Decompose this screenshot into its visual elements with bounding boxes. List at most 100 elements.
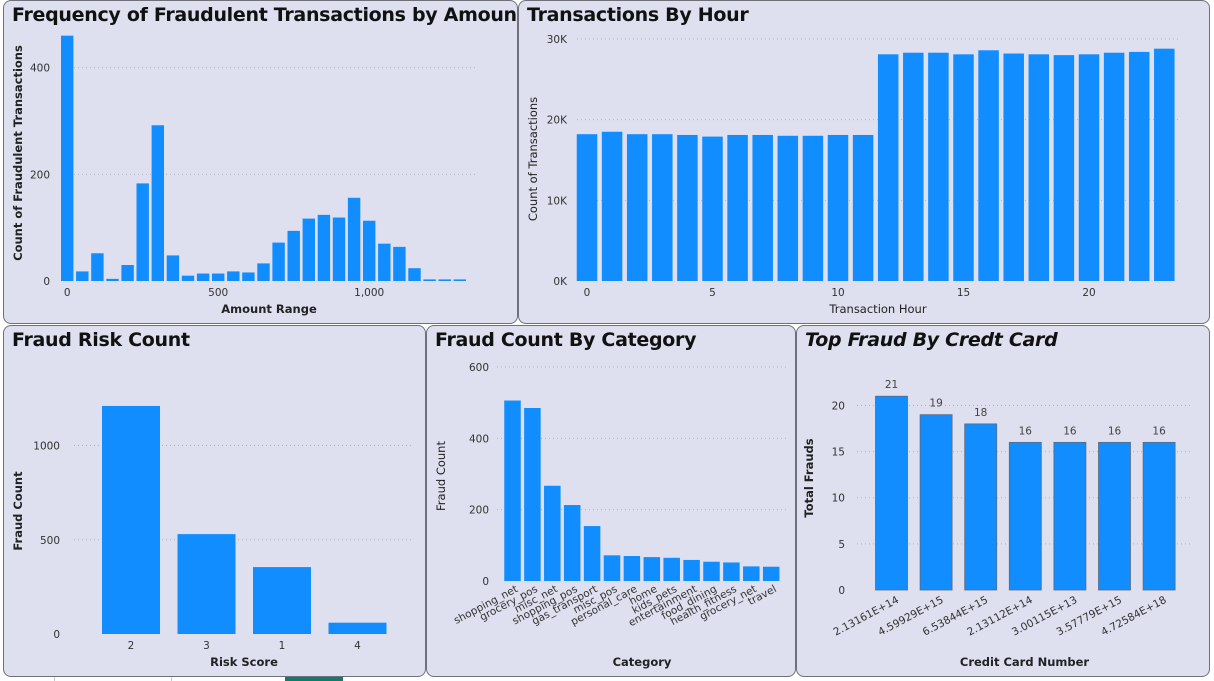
bar [408, 268, 421, 281]
bar [603, 555, 621, 581]
bar [363, 220, 376, 281]
bar [1154, 48, 1175, 282]
chart-title: Fraud Risk Count [12, 329, 190, 351]
bar [136, 183, 149, 281]
bar [576, 134, 598, 281]
bar [332, 217, 346, 281]
bar [563, 505, 581, 581]
bar [777, 135, 799, 281]
y-axis-title: Fraud Count [434, 441, 448, 511]
bar [1128, 51, 1150, 282]
bar [544, 485, 561, 581]
bar [438, 279, 451, 281]
bar [919, 414, 953, 591]
bar [953, 54, 974, 282]
bar [91, 253, 104, 281]
bar [524, 408, 541, 581]
bar [903, 52, 924, 281]
y-tick-label: 0 [43, 276, 50, 288]
bar [702, 136, 723, 281]
bar [875, 395, 908, 591]
panel-transactions-by-hour: Transactions By Hour 0K 10K 20K 30K 0 5 10 15 20… [518, 0, 1210, 324]
x-axis-title: Amount Range [221, 302, 317, 316]
bar [1103, 52, 1125, 281]
x-tick-label: 5 [709, 287, 716, 299]
bar [177, 534, 236, 634]
page-tab-active[interactable] [285, 677, 343, 681]
y-tick-label: 0 [53, 629, 60, 641]
bar [723, 562, 740, 581]
bar [166, 255, 180, 281]
bar [1053, 55, 1075, 282]
bar [453, 279, 466, 281]
bar [151, 125, 164, 282]
y-tick-label: 1000 [33, 441, 60, 453]
data-label: 16 [1019, 425, 1033, 437]
x-tick-label: 0 [64, 287, 71, 299]
bar [663, 557, 680, 581]
x-axis-title: Credit Card Number [960, 655, 1090, 669]
chart-title: Fraud Count By Category [435, 329, 697, 351]
data-label: 16 [1152, 425, 1166, 437]
y-tick-label: 0K [553, 276, 568, 288]
chart-fraud-risk-count: 0 500 1000 2 3 1 4 Risk Score Fraud Count [11, 405, 414, 669]
bar [423, 279, 436, 281]
bar [743, 566, 760, 581]
bar [827, 134, 849, 281]
bar [928, 52, 949, 281]
panel-top-fraud-by-card: Top Fraud By Credt Card 0 5 10 15 20 21 2.1316… [796, 325, 1210, 677]
x-tick-label: 0 [584, 287, 591, 299]
x-axis-title: Transaction Hour [828, 302, 926, 316]
y-axis-title: Fraud Count [11, 471, 25, 551]
bar [393, 246, 406, 281]
chart-fraud-by-category: 0200400600shopping_netgrocery_posmisc_ne… [434, 362, 787, 669]
bar [802, 135, 824, 281]
y-tick-label: 20K [547, 115, 568, 127]
bar [102, 405, 160, 634]
bar [272, 242, 285, 281]
bar [762, 566, 780, 581]
bar [683, 559, 700, 581]
bar [227, 271, 240, 281]
y-tick-label: 400 [30, 63, 50, 75]
bar [1028, 54, 1050, 282]
y-tick-label: 0 [838, 585, 845, 597]
chart-title: Frequency of Fraudulent Transactions by … [12, 4, 518, 26]
x-tick-label: 4 [354, 640, 361, 652]
bar [76, 271, 89, 281]
y-tick-label: 400 [469, 433, 489, 445]
data-label: 16 [1063, 425, 1077, 437]
x-axis-title: Risk Score [210, 655, 278, 669]
bar [302, 218, 315, 281]
page-tab[interactable] [54, 677, 172, 681]
x-tick-label: 10 [831, 287, 844, 299]
y-tick-label: 10K [547, 195, 568, 207]
panel-fraud-risk-count: Fraud Risk Count 0 500 1000 2 3 1 4 Risk Score F… [3, 325, 426, 677]
bar [703, 561, 720, 581]
bar [257, 263, 270, 281]
bar [1003, 53, 1024, 281]
bar [504, 400, 521, 581]
bar [652, 134, 673, 281]
data-label: 19 [929, 398, 942, 410]
bar [623, 556, 641, 581]
y-tick-label: 500 [40, 535, 60, 547]
bar [181, 275, 195, 281]
data-label: 18 [974, 407, 987, 419]
y-tick-label: 600 [469, 362, 489, 374]
bar [1142, 441, 1176, 591]
chart-transactions-by-hour: 0K 10K 20K 30K 0 5 10 15 20 Transaction Hour Count… [526, 34, 1179, 316]
y-tick-label: 0 [482, 576, 489, 588]
x-tick-label: 1 [279, 640, 286, 652]
bar [61, 35, 74, 281]
panel-fraud-by-category: Fraud Count By Category 0 200 400 600 shoppi… [426, 325, 796, 677]
panel-fraud-by-amount: Frequency of Fraudulent Transactions by … [3, 0, 518, 324]
y-tick-label: 10 [832, 493, 845, 505]
bar [378, 243, 391, 281]
bar [978, 50, 999, 281]
bar [253, 567, 311, 634]
x-tick-label: 2 [128, 640, 135, 652]
chart-fraud-by-amount: 0 200 400 0 500 1,000 Amount Range Count of Fra… [11, 35, 476, 316]
bar [106, 278, 119, 281]
x-tick-label: 20 [1082, 287, 1095, 299]
